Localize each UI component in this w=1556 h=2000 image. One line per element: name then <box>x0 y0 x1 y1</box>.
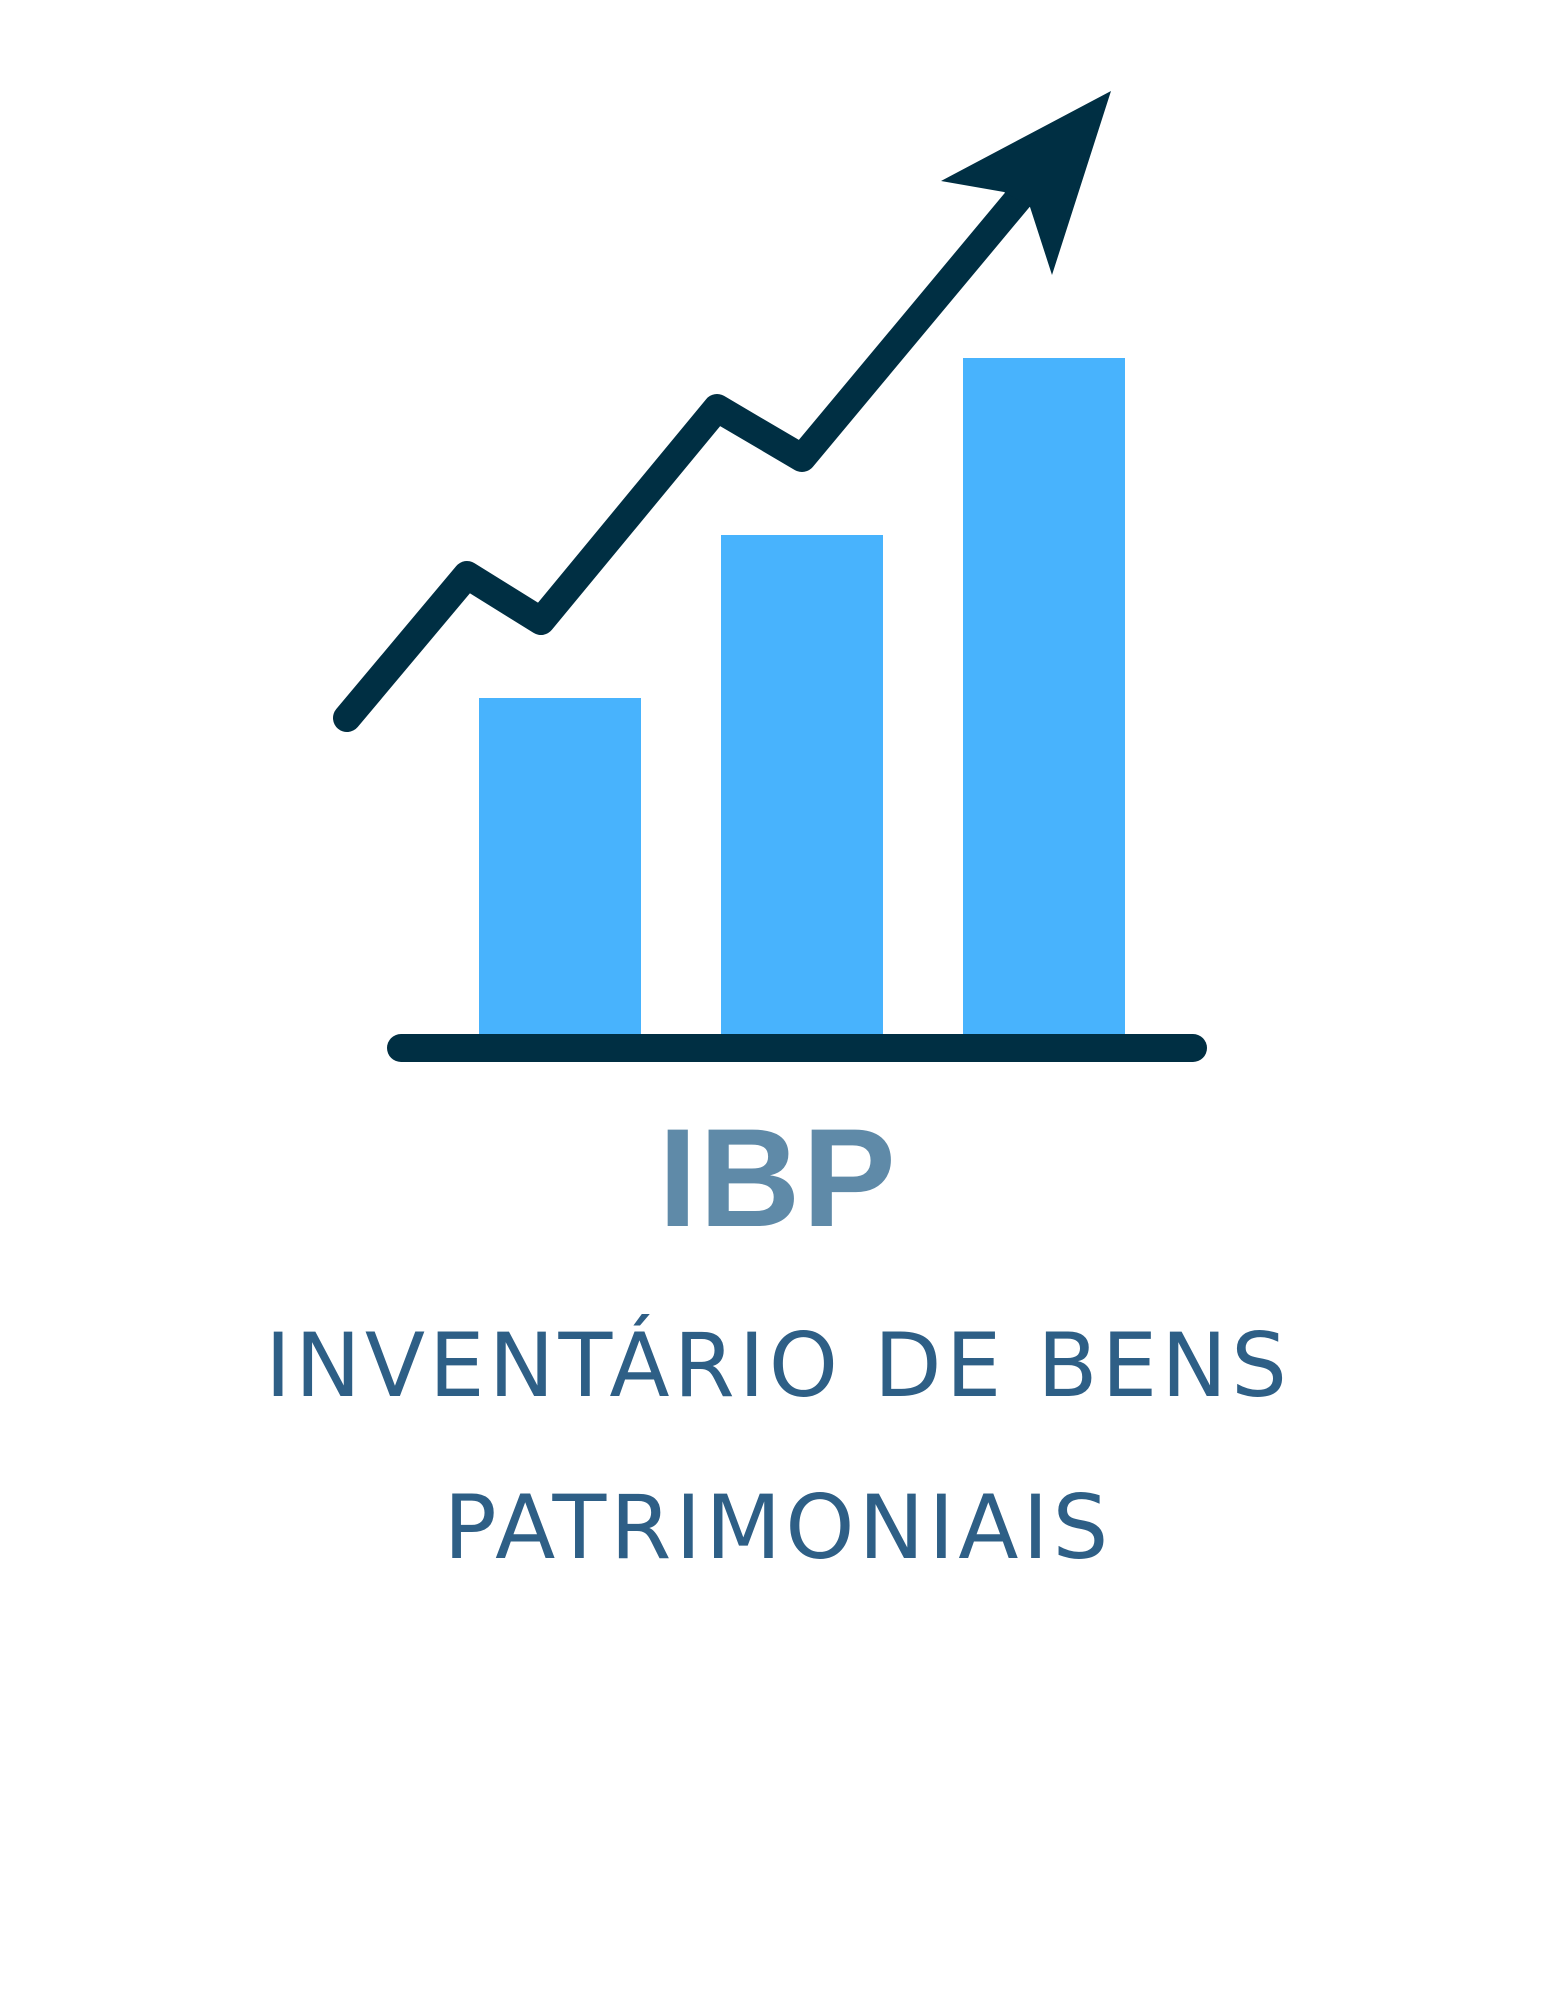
logo-full-name: INVENTÁRIO DE BENS PATRIMONIAIS <box>265 1314 1291 1579</box>
chart-bar <box>721 535 883 1039</box>
logo-acronym: IBP <box>658 1099 898 1256</box>
rising-trend-arrow-line <box>333 179 1037 732</box>
bars <box>479 358 1125 1039</box>
chart-bar <box>479 698 641 1039</box>
arrow-head-icon <box>941 91 1111 275</box>
bar-chart-arrow-icon <box>333 91 1207 1062</box>
chart-bar <box>963 358 1125 1039</box>
